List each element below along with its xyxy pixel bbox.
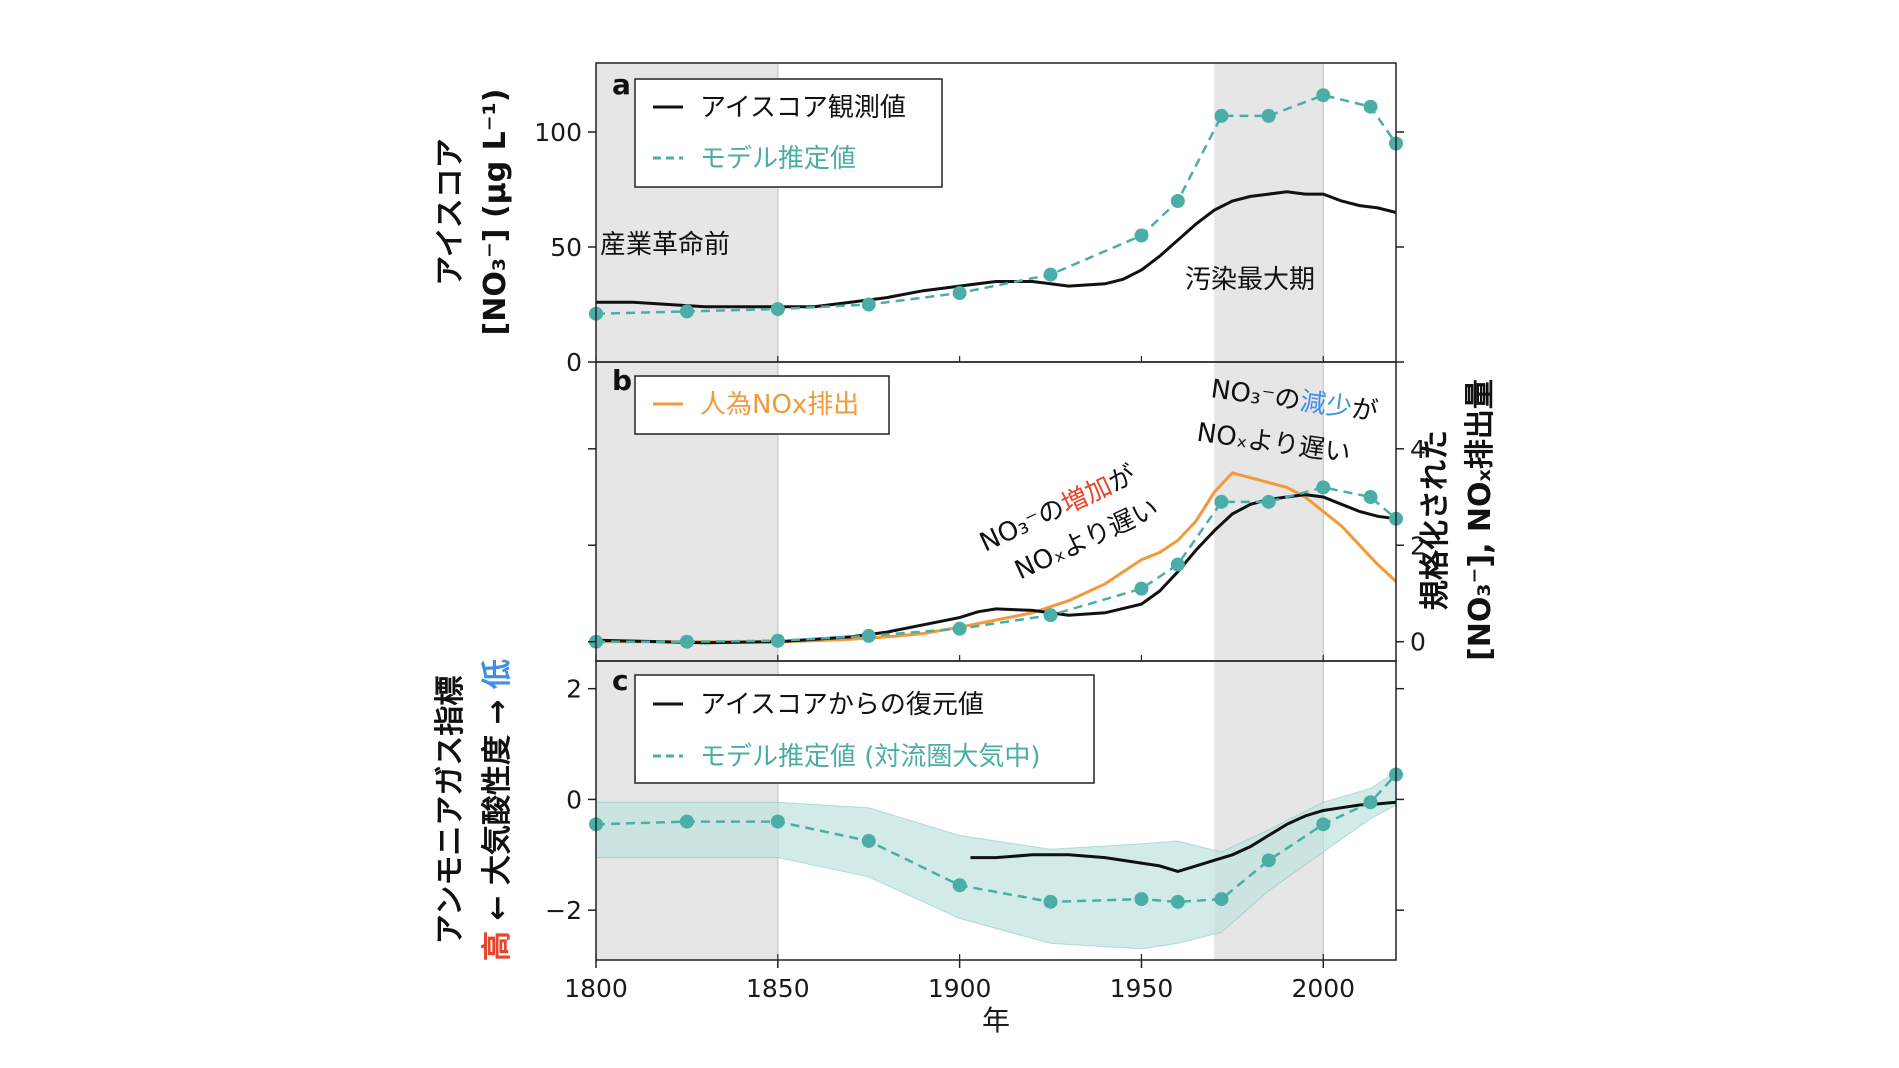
x-tick-label: 1850 <box>746 974 810 1003</box>
model-point <box>1214 494 1229 509</box>
model-point <box>1316 480 1331 495</box>
model-point <box>861 833 876 848</box>
panel-c-label: c <box>612 664 629 697</box>
reconstructed-series-line <box>970 800 1397 873</box>
model-point <box>861 297 876 312</box>
model-point <box>1363 795 1378 810</box>
model-point <box>1261 494 1276 509</box>
model-point <box>1316 88 1331 103</box>
y-tick-label: 2 <box>566 675 582 704</box>
panel-b-ylabel-line2: [NO₃⁻], NOₓ排出量 <box>1463 379 1498 661</box>
model-point <box>1316 817 1331 832</box>
panel-b-label: b <box>612 364 632 397</box>
legend-observed-label: アイスコア観測値 <box>700 93 906 123</box>
panel-a-series <box>589 88 1403 321</box>
model-point <box>1043 267 1058 282</box>
legend-observed-label: アイスコアからの復元値 <box>700 690 984 720</box>
panel-b-ylabel-line1: 規格化された <box>1418 430 1453 610</box>
legend-model-label: モデル推定値 (対流圏大気中) <box>700 742 1041 772</box>
model-point <box>1134 892 1149 907</box>
y-tick-label: 0 <box>1410 628 1426 657</box>
model-point <box>952 878 967 893</box>
panel-c-legend: アイスコアからの復元値 モデル推定値 (対流圏大気中) <box>634 674 1095 784</box>
y-tick-label: −2 <box>545 896 582 925</box>
x-tick-label: 1950 <box>1110 974 1174 1003</box>
model-point <box>861 628 876 643</box>
model-point <box>770 302 785 317</box>
panel-c-ylabel-line2: 高 ← 大気酸性度 → 低 <box>480 659 515 961</box>
legend-model-label: モデル推定値 <box>700 144 856 174</box>
model-point <box>1214 108 1229 123</box>
x-tick-label: 1900 <box>928 974 992 1003</box>
model-point <box>1261 108 1276 123</box>
x-tick-label: 1800 <box>564 974 628 1003</box>
y-tick-label: 4 <box>1410 435 1426 464</box>
model-point <box>1043 894 1058 909</box>
legend-nox-label: 人為NOx排出 <box>700 390 859 420</box>
peak-pollution-label: 汚染最大期 <box>1185 265 1315 295</box>
model-point <box>679 304 694 319</box>
legend-box <box>634 78 943 188</box>
panel-a-legend: アイスコア観測値 モデル推定値 <box>634 78 943 188</box>
shaded-period-1 <box>1214 63 1324 960</box>
model-point <box>770 814 785 829</box>
y-tick-label: 2 <box>1410 531 1426 560</box>
y-tick-label: 50 <box>550 233 582 262</box>
model-point <box>952 286 967 300</box>
model-point <box>1170 894 1185 909</box>
model-point <box>1134 228 1149 243</box>
x-tick-label: 2000 <box>1291 974 1355 1003</box>
model-point <box>1214 892 1229 907</box>
observed-normalized-line <box>595 493 1397 645</box>
model-point <box>1363 490 1378 505</box>
panel-c-frame <box>595 660 1397 961</box>
panel-c-series <box>589 767 1403 950</box>
annotation-increase: NO₃⁻の増加が NOₓより遅い <box>975 460 1163 586</box>
panel-a-label: a <box>612 68 631 101</box>
model-point <box>770 633 785 648</box>
legend-box <box>634 674 1095 784</box>
model-point <box>1043 608 1058 623</box>
y-tick-label: 100 <box>534 118 582 147</box>
panel-c-ylabel-line1: アンモニアガス指標 <box>433 676 468 945</box>
model-point <box>679 634 694 649</box>
observed-series-line <box>596 190 1397 309</box>
model-point <box>1134 581 1149 596</box>
axis-ticks: 1800 1850 1900 1950 2000 0 50 100 0 2 4 −2 0 2 <box>534 118 1426 1003</box>
model-point <box>1363 99 1378 114</box>
panel-b-series <box>589 471 1403 649</box>
nox-series-line <box>596 471 1398 644</box>
x-axis-label: 年 <box>982 1004 1010 1037</box>
y-tick-label: 0 <box>566 785 582 814</box>
model-point <box>1170 557 1185 572</box>
panel-a-ylabel-line2: [NO₃⁻] (μg L⁻¹) <box>478 89 513 336</box>
model-point <box>1170 194 1185 208</box>
panel-b-legend: 人為NOx排出 <box>634 375 890 435</box>
preindustrial-label: 産業革命前 <box>600 230 730 260</box>
panel-a: a 産業革命前 汚染最大期 アイスコア観測値 モデル推定値 アイスコア [NO₃… <box>433 62 1403 363</box>
panel-a-ylabel-line1: アイスコア <box>433 138 468 286</box>
model-point <box>679 814 694 829</box>
panel-c: c アイスコアからの復元値 モデル推定値 (対流圏大気中) アンモニアガス指標 … <box>433 659 1403 961</box>
model-point <box>1261 853 1276 868</box>
y-tick-label: 0 <box>566 348 582 377</box>
model-point <box>952 621 967 636</box>
